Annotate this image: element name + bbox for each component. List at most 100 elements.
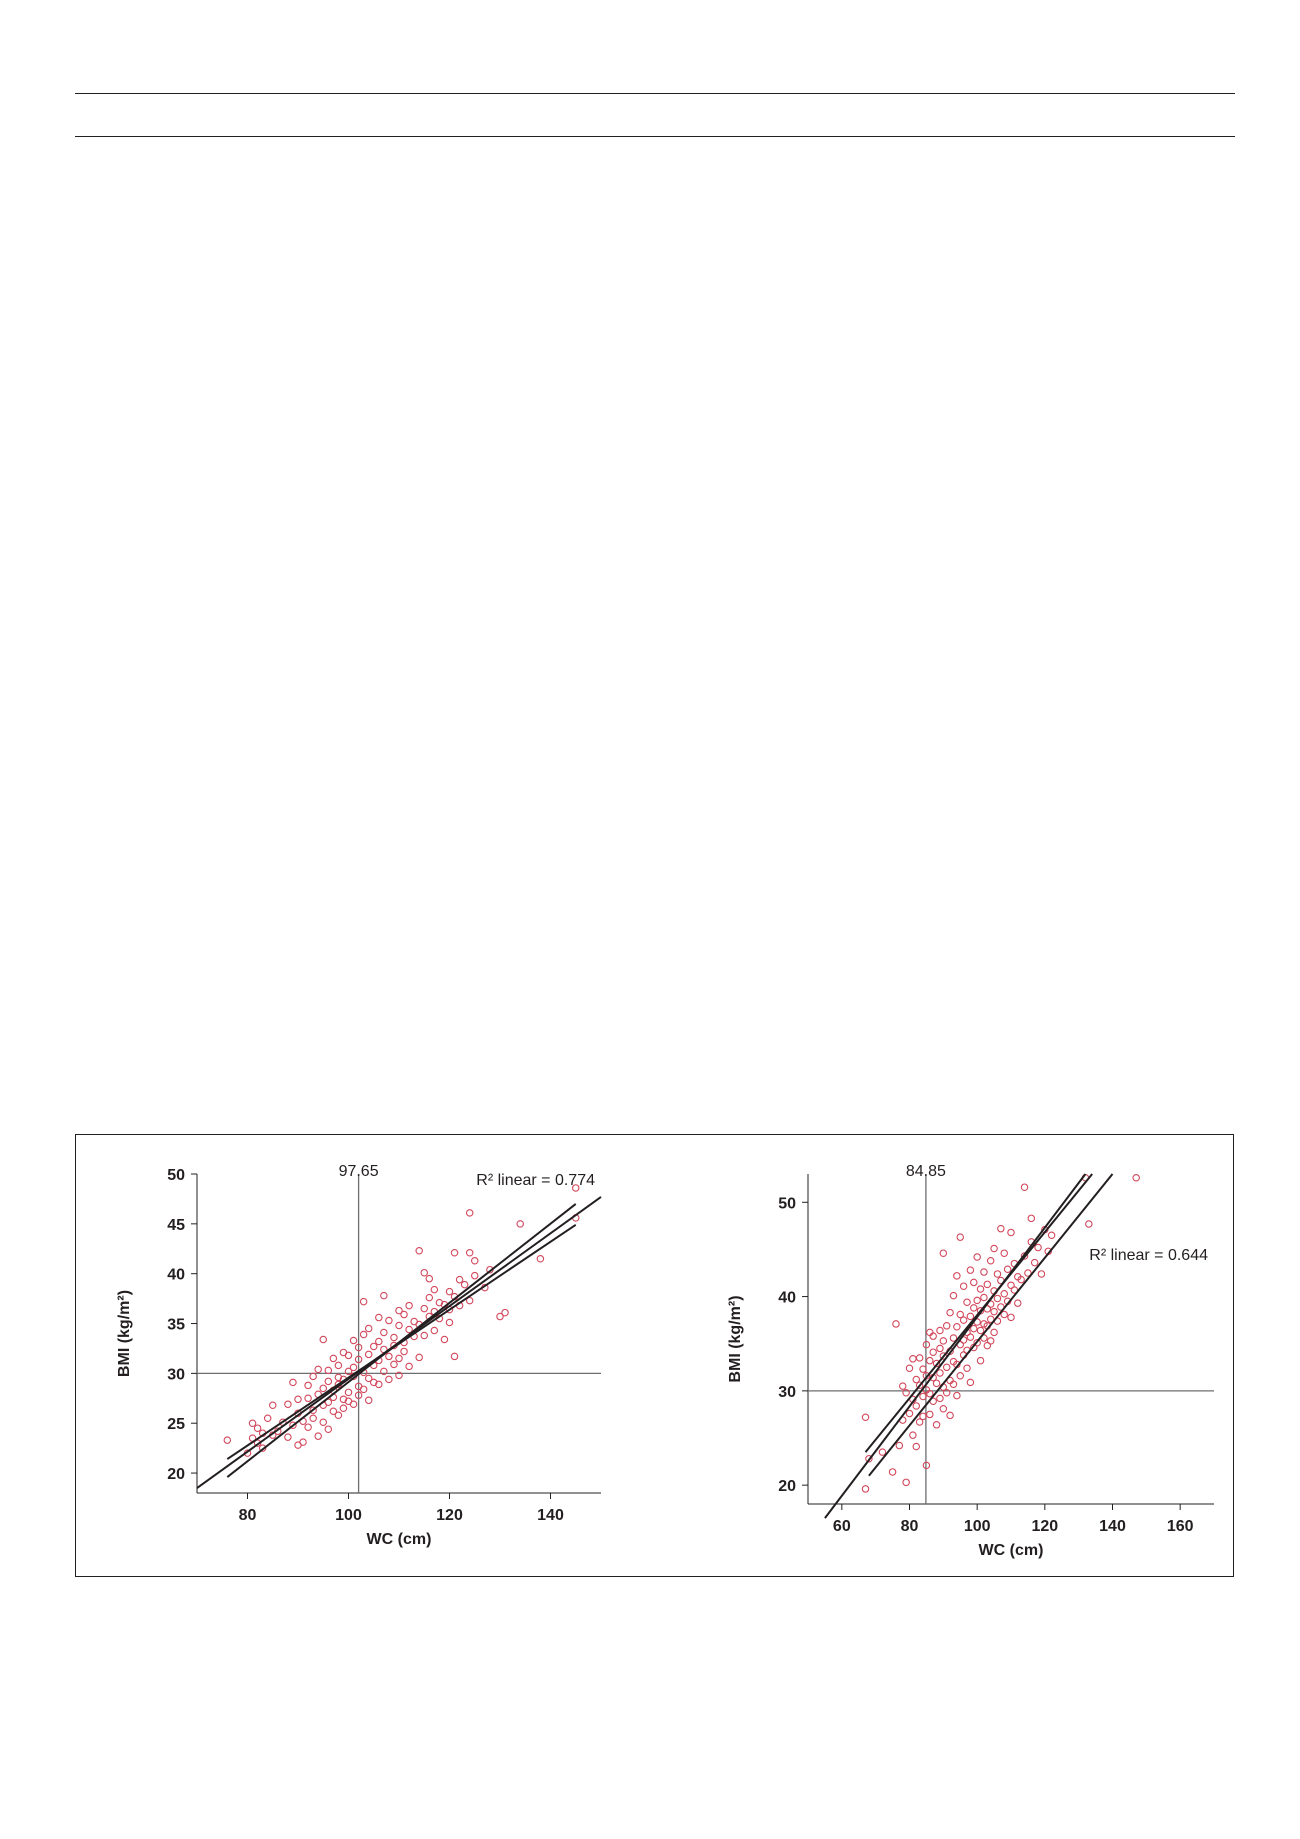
data-point	[465, 1296, 474, 1305]
data-point	[895, 1441, 904, 1450]
figure-frame	[75, 1134, 1234, 1577]
data-point	[536, 1254, 545, 1263]
x-tick-label: 120	[436, 1507, 463, 1524]
data-point	[1024, 1269, 1032, 1277]
data-point	[395, 1321, 403, 1330]
data-point	[400, 1347, 408, 1356]
data-point	[314, 1432, 322, 1440]
data-point	[349, 1400, 358, 1409]
data-point	[460, 1280, 469, 1289]
data-point	[415, 1353, 423, 1362]
data-point	[939, 1249, 948, 1257]
data-point	[314, 1365, 322, 1374]
data-point	[1007, 1228, 1015, 1237]
data-point	[390, 1333, 398, 1342]
data-point	[364, 1350, 373, 1359]
data-point	[334, 1373, 343, 1382]
data-point	[956, 1233, 964, 1241]
data-point	[309, 1406, 317, 1415]
data-point	[359, 1330, 368, 1339]
data-point	[878, 1448, 887, 1456]
data-point	[405, 1325, 413, 1334]
data-point	[942, 1363, 951, 1372]
data-point	[420, 1304, 428, 1313]
y-tick-label: 30	[167, 1366, 185, 1383]
data-point	[359, 1297, 368, 1306]
data-point	[253, 1424, 262, 1432]
data-point	[980, 1293, 988, 1302]
data-point	[1132, 1174, 1140, 1182]
data-point	[949, 1291, 958, 1300]
data-point	[344, 1351, 353, 1360]
chart-panel-2: 20 30 40 50 60 80 100 120 140 160 WC (cm) BMI (kg/m…	[727, 1163, 1214, 1559]
data-point	[936, 1394, 944, 1403]
data-point	[304, 1394, 312, 1403]
data-point	[922, 1461, 931, 1470]
x-tick-label: 160	[1167, 1518, 1194, 1535]
data-point	[339, 1404, 348, 1413]
data-point	[966, 1312, 975, 1321]
data-point	[354, 1355, 363, 1364]
data-point	[953, 1391, 961, 1400]
confidence-line	[868, 1173, 1114, 1477]
data-point	[1027, 1214, 1036, 1223]
header-rule-top	[75, 93, 1235, 94]
data-point	[936, 1369, 944, 1377]
data-point	[445, 1318, 454, 1327]
data-point	[395, 1306, 403, 1315]
data-point	[888, 1468, 897, 1476]
data-point	[1000, 1289, 1008, 1298]
data-point	[263, 1414, 272, 1422]
y-tick-label: 40	[167, 1267, 185, 1284]
data-point	[339, 1395, 348, 1404]
data-point	[953, 1322, 961, 1331]
data-point	[329, 1407, 338, 1416]
confidence-line	[864, 1173, 1093, 1453]
y-tick-label: 20	[167, 1466, 185, 1483]
data-point	[319, 1335, 327, 1344]
data-point	[440, 1335, 449, 1344]
data-point	[304, 1423, 312, 1431]
x-axis-title: WC (cm)	[367, 1531, 432, 1548]
data-point	[380, 1328, 388, 1337]
data-point	[990, 1307, 998, 1316]
data-point	[919, 1392, 927, 1401]
data-point	[1000, 1249, 1008, 1257]
data-point	[909, 1355, 917, 1363]
data-point	[959, 1316, 968, 1324]
data-point	[976, 1356, 985, 1365]
data-point	[909, 1431, 917, 1439]
data-point	[956, 1310, 964, 1319]
x-tick-label: 140	[537, 1507, 564, 1524]
data-point	[354, 1343, 363, 1352]
data-point	[919, 1365, 927, 1373]
data-point	[963, 1364, 971, 1372]
data-point	[926, 1410, 934, 1419]
y-tick-label: 45	[167, 1217, 185, 1234]
data-point	[420, 1331, 428, 1340]
data-point	[268, 1401, 277, 1410]
data-point	[953, 1272, 961, 1280]
data-point	[942, 1388, 951, 1397]
data-point	[926, 1389, 934, 1398]
data-point	[349, 1363, 358, 1372]
data-point	[284, 1400, 292, 1409]
x-tick-label: 80	[901, 1518, 919, 1535]
data-point	[289, 1378, 297, 1387]
data-point	[932, 1421, 941, 1429]
data-point	[289, 1421, 297, 1429]
data-point	[324, 1425, 333, 1433]
regression-line	[824, 1173, 1087, 1519]
data-point	[1014, 1299, 1022, 1307]
data-point	[983, 1280, 992, 1289]
data-point	[973, 1296, 981, 1305]
x-tick-label: 80	[239, 1507, 257, 1524]
data-point	[902, 1478, 910, 1487]
data-point	[455, 1275, 464, 1284]
y-tick-label: 50	[778, 1195, 796, 1212]
data-point	[470, 1256, 479, 1265]
data-point	[435, 1298, 444, 1307]
y-axis-title: BMI (kg/m²)	[727, 1295, 744, 1382]
data-point	[973, 1339, 981, 1347]
data-point	[319, 1418, 327, 1426]
